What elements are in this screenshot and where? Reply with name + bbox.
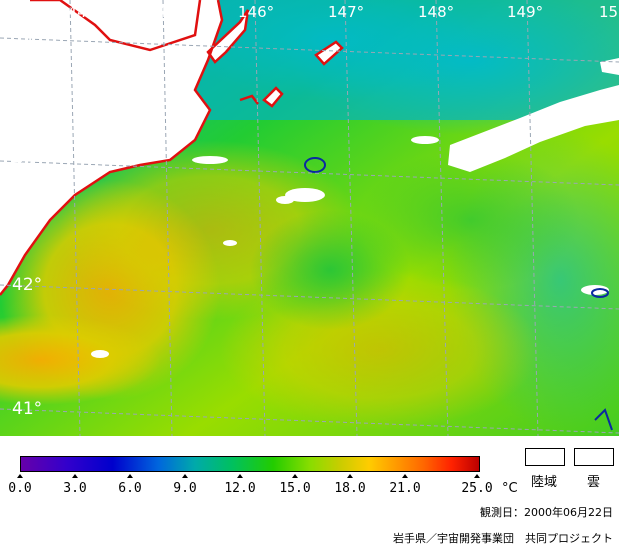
lon-label-149: 149° [507, 3, 544, 21]
lat-label-43: 43° [12, 150, 43, 170]
colorbar-tick-label: 3.0 [63, 481, 87, 496]
lon-label-146: 146° [238, 3, 275, 21]
colorbar-tick-label: 21.0 [389, 481, 421, 496]
tick-mark [182, 474, 188, 478]
tick-mark [402, 474, 408, 478]
colorbar-tick-label: 0.0 [8, 481, 32, 496]
lon-label-145: 145° [148, 3, 185, 21]
colorbar-tick-label: 15.0 [279, 481, 311, 496]
lon-label-144: 144° [58, 3, 95, 21]
graticule [0, 0, 619, 436]
colorbar-tick-label: 6.0 [118, 481, 142, 496]
colorbar-tick-label: 12.0 [224, 481, 256, 496]
legend-panel: 0.0 3.0 6.0 9.0 12.0 15.0 18.0 21.0 25.0… [0, 436, 619, 546]
lat-label-41: 41° [12, 399, 43, 419]
lon-label-147: 147° [328, 3, 365, 21]
lat-label-44: 44° [12, 26, 43, 46]
observation-date: 観測日：2000年06月22日 [480, 506, 613, 519]
credit-line: 岩手県／宇宙開発事業団 共同プロジェクト [393, 532, 613, 545]
lon-label-148: 148° [418, 3, 455, 21]
colorbar-unit: °C [502, 481, 518, 496]
land-legend-swatch [525, 448, 565, 466]
land-legend-label: 陸域 [531, 475, 558, 490]
lon-label-150: 15 [599, 3, 619, 21]
tick-mark [17, 474, 23, 478]
tick-mark [127, 474, 133, 478]
coastline [0, 0, 344, 296]
land-mask [0, 0, 342, 295]
sst-map: 144° 145° 146° 147° 148° 149° 15 44° 43°… [0, 0, 619, 436]
lat-label-42: 42° [12, 275, 43, 295]
colorbar-tick-label: 18.0 [334, 481, 366, 496]
cloud-mask [91, 58, 619, 358]
tick-mark [474, 474, 480, 478]
colorbar-tick-label: 25.0 [461, 481, 493, 496]
colorbar-tick-label: 9.0 [173, 481, 197, 496]
tick-mark [72, 474, 78, 478]
sst-field [0, 0, 619, 436]
cloud-edge [304, 157, 613, 431]
cloud-legend-label: 雲 [587, 475, 601, 490]
tick-mark [347, 474, 353, 478]
cloud-legend-swatch [574, 448, 614, 466]
temperature-colorbar [20, 456, 480, 472]
tick-mark [237, 474, 243, 478]
tick-mark [292, 474, 298, 478]
